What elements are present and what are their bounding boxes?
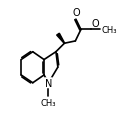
Text: O: O <box>91 19 99 29</box>
Text: O: O <box>72 8 80 18</box>
Text: N: N <box>45 78 52 88</box>
Polygon shape <box>57 34 65 44</box>
Text: CH₃: CH₃ <box>101 26 117 35</box>
Text: CH₃: CH₃ <box>41 98 56 107</box>
